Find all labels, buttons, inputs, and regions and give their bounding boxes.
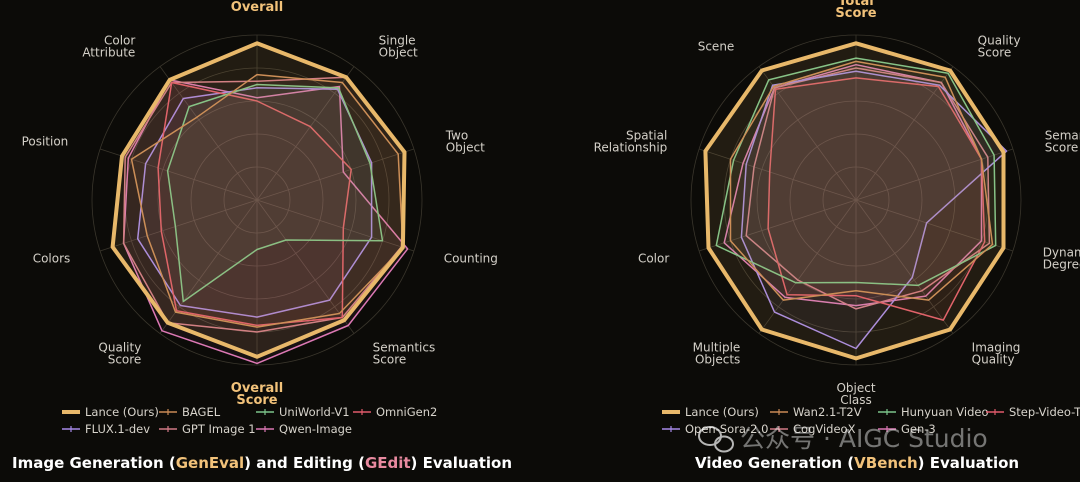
legend-label: Step-Video-T2V — [1009, 405, 1080, 419]
grid-spoke — [855, 66, 954, 201]
grid-spoke — [855, 148, 1014, 201]
axis-label-imaging-quality: Imaging Quality — [972, 341, 1021, 367]
legend-item-qwen-image: Qwen-Image — [256, 422, 352, 436]
legend-item-hunyuan-video: Hunyuan Video — [878, 405, 989, 419]
legend: Lance (Ours) Wan2.1-T2V Hunyuan Video Step-… — [662, 405, 1080, 436]
radar-series-group — [703, 41, 1008, 361]
series-lance-ours — [703, 41, 1006, 361]
axis-label-semantics-score: Semantics Score — [373, 341, 436, 367]
video-generation-caption: Video Generation (VBench) Evaluation — [695, 454, 1019, 472]
axis-label-dynamic-degree: DynamicDegree — [1043, 246, 1080, 272]
legend-item-flux-1-dev: FLUX.1-dev — [62, 422, 150, 436]
axis-label-semantic-score: SemanticScore — [1045, 128, 1080, 154]
series-open-sora-2-0 — [740, 70, 1008, 350]
legend-label: Hunyuan Video — [901, 405, 989, 419]
image-generation-caption: Image Generation (GenEval) and Editing (… — [12, 454, 512, 472]
legend-label: Lance (Ours) — [685, 405, 759, 419]
legend-item-open-sora-2-0: Open-Sora-2.0 — [662, 422, 768, 436]
axis-label-overall: Overall — [231, 0, 283, 15]
series-step-video-t2v — [767, 77, 986, 321]
grid-spoke — [698, 199, 857, 252]
series-lance-ours — [110, 41, 407, 359]
legend-label: Qwen-Image — [279, 422, 352, 436]
legend-label: Open-Sora-2.0 — [685, 422, 768, 436]
legend-item-gen-3: Gen-3 — [878, 422, 936, 436]
axis-label-color-attribute: Color Attribute — [82, 33, 135, 59]
axis-label-single-object: Single Object — [379, 33, 418, 59]
axis-label-total-score: Total Score — [835, 0, 876, 21]
grid-spoke — [99, 199, 258, 252]
axis-label-quality-score: Quality Score — [978, 33, 1021, 59]
watermark-text: 公众号 · AIGC Studio — [740, 424, 988, 453]
legend-item-lance-ours: Lance (Ours) — [62, 405, 159, 419]
legend-item-omnigen2: OmniGen2 — [353, 405, 437, 419]
legend-item-lance-ours: Lance (Ours) — [662, 405, 759, 419]
legend: Lance (Ours) BAGEL UniWorld-V1 OmniGen2 FLUX… — [62, 405, 437, 436]
grid-spoke — [99, 148, 258, 201]
axis-label-multiple-objects: Multiple Objects — [693, 341, 741, 367]
series-gen-3 — [723, 63, 983, 307]
axis-label-scene: Scene — [698, 39, 735, 53]
grid-spoke — [159, 66, 258, 201]
grid-spoke — [256, 148, 415, 201]
axis-label-counting: Counting — [444, 252, 498, 266]
image-generation-radar-chart: Overall Single Object Two Object Counting Sema… — [22, 0, 498, 436]
legend-label: CogVideoX — [793, 422, 856, 436]
radar-series-group — [110, 41, 409, 365]
legend-label: UniWorld-V1 — [279, 405, 350, 419]
radar-grid — [690, 34, 1022, 366]
grid-spoke — [855, 199, 1014, 252]
axis-label-overall-score: Overall Score — [231, 381, 283, 408]
legend-item-uniworld-v1: UniWorld-V1 — [256, 405, 350, 419]
series-cogvideox — [745, 67, 991, 310]
grid-spoke — [256, 199, 355, 334]
axis-label-colors: Colors — [33, 252, 71, 266]
legend-item-cogvideox: CogVideoX — [770, 422, 856, 436]
grid-spoke — [256, 199, 415, 252]
axis-label-position: Position — [22, 134, 69, 148]
axis-label-spatial-relationship: Spatial Relationship — [594, 128, 668, 154]
axis-label-object-class: Object Class — [836, 381, 875, 407]
axis-label-color: Color — [638, 252, 669, 266]
axis-label-two-object: Two Object — [445, 128, 485, 154]
series-qwen-image — [122, 79, 409, 365]
grid-spoke — [758, 199, 857, 334]
legend-label: BAGEL — [182, 405, 221, 419]
wechat-watermark: 公众号 · AIGC Studio — [698, 424, 988, 453]
legend-item-step-video-t2v: Step-Video-T2V — [986, 405, 1080, 419]
legend-label: Gen-3 — [901, 422, 936, 436]
legend-label: Wan2.1-T2V — [793, 405, 862, 419]
axis-label-quality-score: Quality Score — [98, 341, 141, 367]
series-wan2-1-t2v — [729, 60, 994, 301]
legend-label: FLUX.1-dev — [85, 422, 150, 436]
grid-spoke — [855, 199, 954, 334]
series-bagel — [130, 73, 404, 328]
legend-item-gpt-image-1: GPT Image 1 — [159, 422, 256, 436]
legend-item-bagel: BAGEL — [159, 405, 221, 419]
legend-item-wan2-1-t2v: Wan2.1-T2V — [770, 405, 862, 419]
legend-label: OmniGen2 — [376, 405, 437, 419]
grid-spoke — [698, 148, 857, 201]
wechat-icon — [698, 426, 734, 453]
series-uniworld-v1 — [166, 83, 384, 303]
legend-label: GPT Image 1 — [182, 422, 256, 436]
axis-labels: Overall Single Object Two Object Counting Sema… — [22, 0, 498, 408]
legend-label: Lance (Ours) — [85, 405, 159, 419]
